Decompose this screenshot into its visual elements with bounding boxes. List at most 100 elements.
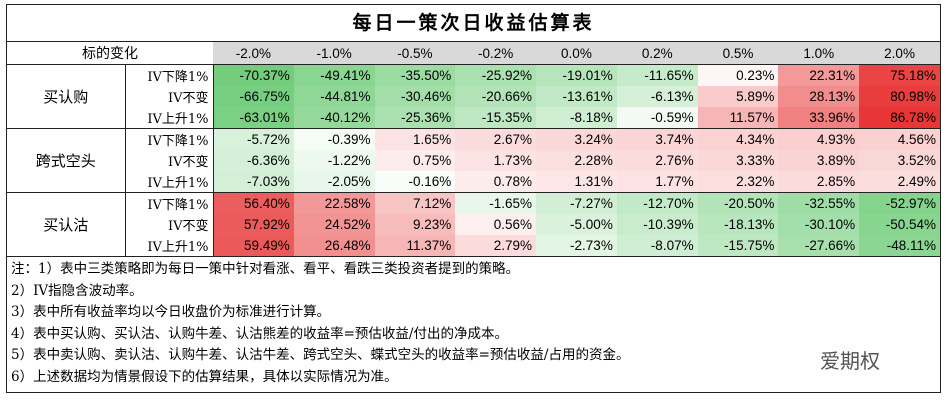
value-cell: 75.18% <box>859 64 940 86</box>
value-cell: -13.61% <box>536 86 617 107</box>
value-cell: 0.75% <box>374 150 456 171</box>
value-cell: -7.03% <box>213 171 294 193</box>
value-cell: 3.52% <box>859 150 940 171</box>
value-cell: -0.59% <box>616 107 698 129</box>
header-cell: 2.0% <box>859 42 940 65</box>
value-cell: 3.24% <box>536 128 617 150</box>
row-label: IV上升1% <box>125 171 214 193</box>
note-line: 注：1）表中三类策略即为每日一策中针对看涨、看平、看跌三类投资者提到的策略。 <box>11 261 520 277</box>
table-row: 跨式空头 IV下降1% -5.72% -0.39% 1.65% 2.67% 3.24% 3.7… <box>7 128 940 193</box>
table-row: IV不变 -66.75% -44.81% -30.46% -20.66% -13.61% -… <box>7 86 940 107</box>
header-cell: 0.2% <box>616 42 698 65</box>
row-label: IV不变 <box>125 86 214 107</box>
row-label: IV上升1% <box>125 235 214 257</box>
value-cell: 86.78% <box>859 107 940 129</box>
value-cell: 2.67% <box>455 128 537 150</box>
value-cell: 33.96% <box>778 107 860 129</box>
value-cell: 59.49% <box>213 235 294 257</box>
value-cell: -2.73% <box>536 235 617 257</box>
value-cell: 2.28% <box>536 150 617 171</box>
value-cell: 0.78% <box>455 171 537 193</box>
value-cell: 22.31% <box>778 64 860 86</box>
value-cell: -7.27% <box>536 192 617 214</box>
table-row: IV上升1% 59.49% 26.48% 11.37% 2.79% -2.73% -8.07… <box>7 235 940 257</box>
value-cell: -0.39% <box>293 128 375 150</box>
value-cell: 2.79% <box>455 235 537 257</box>
header-cell: 标的变化 <box>7 42 213 65</box>
value-cell: -30.10% <box>778 214 860 235</box>
notes: 注：1）表中三类策略即为每日一策中针对看涨、看平、看跌三类投资者提到的策略。 2）… <box>7 257 940 392</box>
value-cell: -10.39% <box>616 214 698 235</box>
value-cell: -12.70% <box>616 192 698 214</box>
value-cell: -35.50% <box>374 64 456 86</box>
value-cell: 3.33% <box>697 150 779 171</box>
note-line: 2）IV指隐含波动率。 <box>11 282 143 299</box>
value-cell: -5.72% <box>213 128 294 150</box>
table-row: IV上升1% -63.01% -40.12% -25.36% -15.35% -8.18%… <box>7 107 940 129</box>
value-cell: 28.13% <box>778 86 860 107</box>
header-row: 标的变化 -2.0% -1.0% -0.5% -0.2% 0.0% 0.2% 0.5% 1.0%… <box>7 42 940 65</box>
row-label: IV下降1% <box>125 192 214 214</box>
value-cell: -49.41% <box>293 64 375 86</box>
value-cell: -25.36% <box>374 107 456 129</box>
value-cell: -18.13% <box>697 214 779 235</box>
value-cell: 24.52% <box>293 214 375 235</box>
value-cell: -19.01% <box>536 64 617 86</box>
value-cell: 3.89% <box>778 150 860 171</box>
value-cell: 1.65% <box>374 128 456 150</box>
value-cell: 1.73% <box>455 150 537 171</box>
value-cell: -6.36% <box>213 150 294 171</box>
header-cell: 0.0% <box>536 42 617 65</box>
sheet: 每日一策次日收益估算表 标的变化 -2.0% -1.0% -0.5% -0.2% 0.0%… <box>6 4 941 393</box>
header-cell: -1.0% <box>293 42 375 65</box>
value-cell: -8.18% <box>536 107 617 129</box>
value-cell: -6.13% <box>616 86 698 107</box>
table-row: 买认购 IV下降1% -70.37% -49.41% -35.50% -25.92% -19… <box>7 64 940 129</box>
value-cell: 7.12% <box>374 192 456 214</box>
value-cell: -50.54% <box>859 214 940 235</box>
watermark: 爱期权 <box>820 349 880 373</box>
note-line: 5）表中卖认购、卖认沽、认购牛差、认沽牛差、跨式空头、蝶式空头的收益率=预估收益… <box>11 347 630 363</box>
value-cell: -15.35% <box>455 107 537 129</box>
value-cell: 22.58% <box>293 192 375 214</box>
row-label: IV不变 <box>125 150 214 171</box>
value-cell: -40.12% <box>293 107 375 129</box>
value-cell: -44.81% <box>293 86 375 107</box>
table-title: 每日一策次日收益估算表 <box>7 5 940 42</box>
note-line: 4）表中买认购、买认沽、认购牛差、认沽熊差的收益率=预估收益/付出的净成本。 <box>11 325 508 342</box>
value-cell: 4.34% <box>697 128 779 150</box>
value-cell: -0.16% <box>374 171 456 193</box>
table: 标的变化 -2.0% -1.0% -0.5% -0.2% 0.0% 0.2% 0.5% 1.0%… <box>7 42 940 257</box>
value-cell: -8.07% <box>616 235 698 257</box>
value-cell: -66.75% <box>213 86 294 107</box>
value-cell: -11.65% <box>616 64 698 86</box>
value-cell: 2.76% <box>616 150 698 171</box>
value-cell: -2.05% <box>293 171 375 193</box>
value-cell: -63.01% <box>213 107 294 129</box>
value-cell: 4.93% <box>778 128 860 150</box>
group-name: 买认购 <box>7 64 126 129</box>
value-cell: 4.56% <box>859 128 940 150</box>
value-cell: -48.11% <box>859 235 940 257</box>
row-label: IV上升1% <box>125 107 214 129</box>
value-cell: 11.57% <box>697 107 779 129</box>
value-cell: 2.49% <box>859 171 940 193</box>
header-cell: -0.2% <box>455 42 537 65</box>
value-cell: -70.37% <box>213 64 294 86</box>
row-label: IV下降1% <box>125 64 214 86</box>
value-cell: -25.92% <box>455 64 537 86</box>
value-cell: 2.85% <box>778 171 860 193</box>
value-cell: -20.50% <box>697 192 779 214</box>
header-cell: 0.5% <box>697 42 779 65</box>
group-name: 买认沽 <box>7 192 126 257</box>
value-cell: 11.37% <box>374 235 456 257</box>
note-line: 6）上述数据均为情景假设下的估算结果，具体以实际情况为准。 <box>11 368 398 385</box>
value-cell: 2.32% <box>697 171 779 193</box>
value-cell: 0.56% <box>455 214 537 235</box>
value-cell: -27.66% <box>778 235 860 257</box>
value-cell: 26.48% <box>293 235 375 257</box>
value-cell: 1.77% <box>616 171 698 193</box>
row-label: IV不变 <box>125 214 214 235</box>
header-cell: -0.5% <box>374 42 456 65</box>
